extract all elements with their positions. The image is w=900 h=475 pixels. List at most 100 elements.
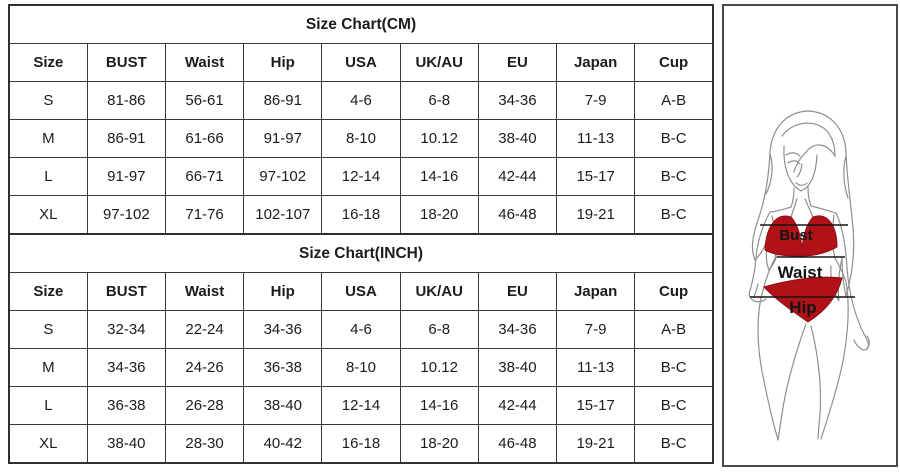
size-value-cell: 91-97 [243, 118, 323, 158]
size-row-l: L 91-97 66-71 97-102 12-14 14-16 42-44 15-17 B-C [8, 156, 714, 196]
size-value-cell: 97-102 [86, 194, 166, 235]
size-value-cell: 16-18 [321, 423, 401, 464]
size-value-cell: 56-61 [164, 80, 245, 120]
size-label-cell: M [8, 347, 88, 387]
column-header-size: Size [8, 43, 88, 82]
size-value-cell: 7-9 [556, 309, 636, 349]
size-label-cell: M [8, 118, 88, 158]
column-header-uk-au: UK/AU [399, 43, 479, 82]
size-value-cell: 12-14 [321, 156, 401, 196]
size-label-cell: S [8, 309, 88, 349]
size-row-xl: XL 97-102 71-76 102-107 16-18 18-20 46-48 19-21… [8, 194, 714, 235]
size-value-cell: B-C [634, 385, 714, 425]
size-value-cell: B-C [634, 156, 714, 196]
size-value-cell: 86-91 [243, 80, 323, 120]
size-value-cell: 4-6 [321, 80, 401, 120]
column-header-hip: Hip [243, 43, 323, 82]
size-row-m: M 86-91 61-66 91-97 8-10 10.12 38-40 11-13 B-C [8, 118, 714, 158]
column-header-usa: USA [321, 43, 401, 82]
size-value-cell: 36-38 [86, 385, 166, 425]
column-header-bust: BUST [86, 272, 166, 311]
size-row-l: L 36-38 26-28 38-40 12-14 14-16 42-44 15-17 B-C [8, 385, 714, 425]
size-value-cell: 46-48 [477, 423, 558, 464]
size-value-cell: 42-44 [477, 385, 558, 425]
size-value-cell: 24-26 [164, 347, 245, 387]
size-value-cell: 26-28 [164, 385, 245, 425]
size-value-cell: 36-38 [243, 347, 323, 387]
size-row-m: M 34-36 24-26 36-38 8-10 10.12 38-40 11-13 B-C [8, 347, 714, 387]
size-value-cell: B-C [634, 194, 714, 235]
bikini-top [764, 215, 838, 257]
column-header-size: Size [8, 272, 88, 311]
size-value-cell: 32-34 [86, 309, 166, 349]
column-header-bust: BUST [86, 43, 166, 82]
size-value-cell: 102-107 [243, 194, 323, 235]
size-value-cell: 19-21 [556, 423, 636, 464]
size-value-cell: 38-40 [477, 118, 558, 158]
size-value-cell: 81-86 [86, 80, 166, 120]
size-value-cell: 38-40 [477, 347, 558, 387]
body-line-art [748, 145, 870, 441]
size-label-cell: S [8, 80, 88, 120]
size-value-cell: A-B [634, 80, 714, 120]
size-value-cell: 19-21 [556, 194, 636, 235]
column-header-cup: Cup [634, 272, 714, 311]
bust-label: Bust [779, 227, 812, 244]
size-value-cell: 46-48 [477, 194, 558, 235]
size-value-cell: 8-10 [321, 118, 401, 158]
figure-illustration: Bust Waist Hip [748, 110, 870, 441]
size-value-cell: 14-16 [399, 385, 479, 425]
size-value-cell: 22-24 [164, 309, 245, 349]
size-chart-tables: Size Chart(CM) Size BUST Waist Hip USA UK/AU EU… [8, 4, 714, 464]
size-value-cell: B-C [634, 347, 714, 387]
size-value-cell: 18-20 [399, 423, 479, 464]
size-value-cell: 11-13 [556, 118, 636, 158]
size-value-cell: 40-42 [243, 423, 323, 464]
size-value-cell: 34-36 [477, 309, 558, 349]
size-value-cell: 38-40 [86, 423, 166, 464]
size-value-cell: 61-66 [164, 118, 245, 158]
column-header-eu: EU [477, 43, 558, 82]
size-value-cell: 28-30 [164, 423, 245, 464]
size-value-cell: 4-6 [321, 309, 401, 349]
waist-label: Waist [778, 263, 823, 282]
size-value-cell: 15-17 [556, 385, 636, 425]
size-value-cell: 14-16 [399, 156, 479, 196]
size-value-cell: 34-36 [243, 309, 323, 349]
column-header-eu: EU [477, 272, 558, 311]
size-value-cell: 97-102 [243, 156, 323, 196]
size-value-cell: 71-76 [164, 194, 245, 235]
size-value-cell: 34-36 [477, 80, 558, 120]
size-row-s: S 32-34 22-24 34-36 4-6 6-8 34-36 7-9 A-B [8, 309, 714, 349]
size-value-cell: B-C [634, 423, 714, 464]
measurement-labels: Bust Waist Hip [778, 227, 823, 317]
size-value-cell: 10.12 [399, 118, 479, 158]
size-label-cell: L [8, 385, 88, 425]
size-row-s: S 81-86 56-61 86-91 4-6 6-8 34-36 7-9 A-B [8, 80, 714, 120]
measurement-lines [750, 224, 855, 298]
size-value-cell: 15-17 [556, 156, 636, 196]
size-value-cell: 10.12 [399, 347, 479, 387]
size-value-cell: A-B [634, 309, 714, 349]
size-value-cell: 12-14 [321, 385, 401, 425]
column-header-cup: Cup [634, 43, 714, 82]
size-value-cell: 86-91 [86, 118, 166, 158]
size-value-cell: 38-40 [243, 385, 323, 425]
size-value-cell: 11-13 [556, 347, 636, 387]
size-row-xl: XL 38-40 28-30 40-42 16-18 18-20 46-48 19-21 B-C [8, 423, 714, 464]
size-table-cm: Size Chart(CM) Size BUST Waist Hip USA UK/AU EU… [8, 4, 714, 235]
size-label-cell: L [8, 156, 88, 196]
size-label-cell: XL [8, 194, 88, 235]
size-label-cell: XL [8, 423, 88, 464]
size-value-cell: 18-20 [399, 194, 479, 235]
column-header-usa: USA [321, 272, 401, 311]
column-header-japan: Japan [556, 43, 636, 82]
size-value-cell: 42-44 [477, 156, 558, 196]
size-table-inch: Size Chart(INCH) Size BUST Waist Hip USA UK/AU… [8, 233, 714, 464]
measurement-figure-panel: Bust Waist Hip [722, 4, 898, 467]
size-value-cell: 6-8 [399, 80, 479, 120]
column-header-waist: Waist [164, 272, 245, 311]
size-value-cell: 7-9 [556, 80, 636, 120]
size-value-cell: 16-18 [321, 194, 401, 235]
